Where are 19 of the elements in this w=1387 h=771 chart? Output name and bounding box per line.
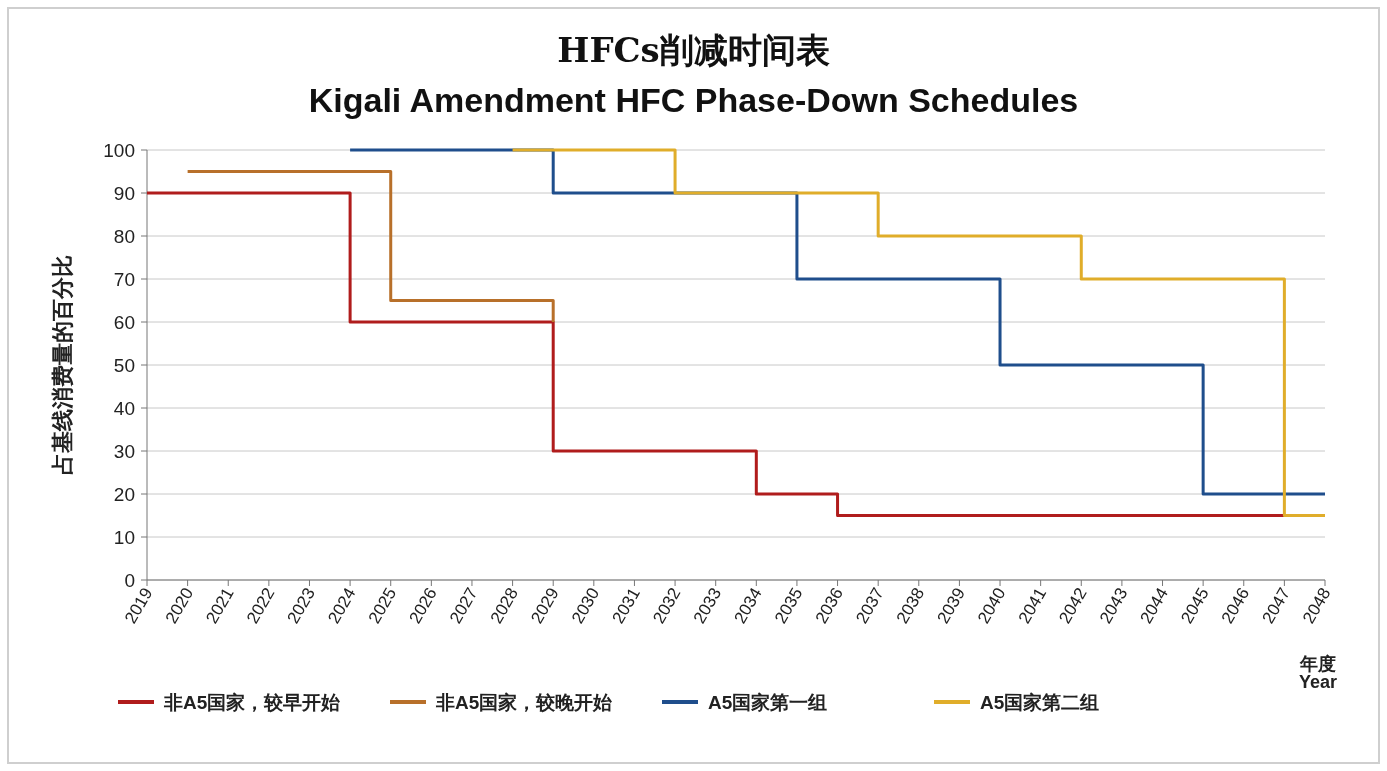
chart-subtitle: Kigali Amendment HFC Phase-Down Schedules [308, 81, 1079, 119]
y-tick-label: 60 [113, 312, 135, 333]
y-tick-label: 10 [113, 527, 135, 548]
y-tick-label: 0 [124, 570, 135, 591]
x-axis-title: 年度 Year [1298, 654, 1338, 692]
y-tick-label: 30 [113, 441, 135, 462]
y-tick-label: 40 [113, 398, 135, 419]
y-tick-label: 100 [103, 140, 135, 161]
y-tick-label: 80 [113, 226, 135, 247]
y-tick-label: 70 [113, 269, 135, 290]
y-axis-title: 占基线消费量的百分比 [50, 255, 75, 475]
chart-title: HFCs削减时间表 [557, 30, 830, 70]
legend-label: 非A5国家，较晚开始 [435, 692, 614, 713]
y-tick-label: 50 [113, 355, 135, 376]
y-tick-label: 20 [113, 484, 135, 505]
legend-label: A5国家第二组 [980, 692, 1100, 713]
legend-label: A5国家第一组 [708, 692, 828, 713]
y-tick-label: 90 [113, 183, 135, 204]
legend-label: 非A5国家，较早开始 [163, 692, 342, 713]
